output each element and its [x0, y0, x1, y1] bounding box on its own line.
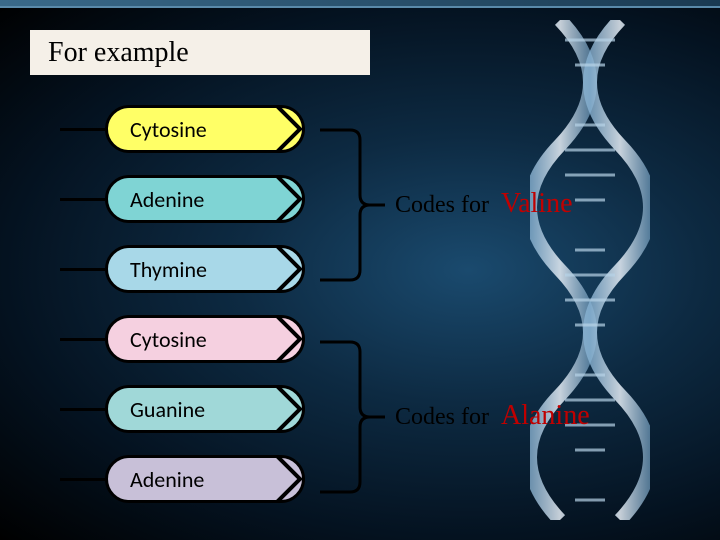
base-row: Cytosine [60, 315, 320, 363]
page-title: For example [48, 37, 189, 69]
codes-for-label: Codes for [395, 192, 489, 219]
connector-line [60, 198, 105, 201]
connector-line [60, 268, 105, 271]
base-row: Guanine [60, 385, 320, 433]
chevron-right-icon [276, 315, 304, 363]
base-label: Guanine [130, 396, 205, 423]
base-capsule: Cytosine [105, 105, 305, 153]
base-capsule: Guanine [105, 385, 305, 433]
chevron-right-icon [276, 385, 304, 433]
base-capsule: Adenine [105, 175, 305, 223]
base-label: Thymine [130, 256, 207, 283]
header-accent [0, 0, 720, 8]
base-row: Thymine [60, 245, 320, 293]
base-capsule: Cytosine [105, 315, 305, 363]
base-label: Adenine [130, 466, 204, 493]
connector-line [60, 478, 105, 481]
chevron-right-icon [276, 175, 304, 223]
bracket-codon-2 [320, 332, 390, 507]
base-capsule: Thymine [105, 245, 305, 293]
base-row: Cytosine [60, 105, 320, 153]
amino-acid-name: Alanine [501, 400, 590, 432]
chevron-right-icon [276, 105, 304, 153]
dna-helix-decoration [530, 20, 650, 520]
bases-list: Cytosine Adenine Thymine Cytosine Guanine Ade… [60, 105, 320, 525]
codon-result-2: Codes for Alanine [395, 400, 590, 432]
chevron-right-icon [276, 245, 304, 293]
amino-acid-name: Valine [501, 188, 573, 220]
base-label: Cytosine [130, 326, 207, 353]
chevron-right-icon [276, 455, 304, 503]
base-label: Cytosine [130, 116, 207, 143]
connector-line [60, 128, 105, 131]
connector-line [60, 408, 105, 411]
connector-line [60, 338, 105, 341]
base-label: Adenine [130, 186, 204, 213]
base-capsule: Adenine [105, 455, 305, 503]
title-bar: For example [30, 30, 370, 75]
codes-for-label: Codes for [395, 404, 489, 431]
bracket-codon-1 [320, 120, 390, 295]
codon-result-1: Codes for Valine [395, 188, 573, 220]
base-row: Adenine [60, 175, 320, 223]
base-row: Adenine [60, 455, 320, 503]
